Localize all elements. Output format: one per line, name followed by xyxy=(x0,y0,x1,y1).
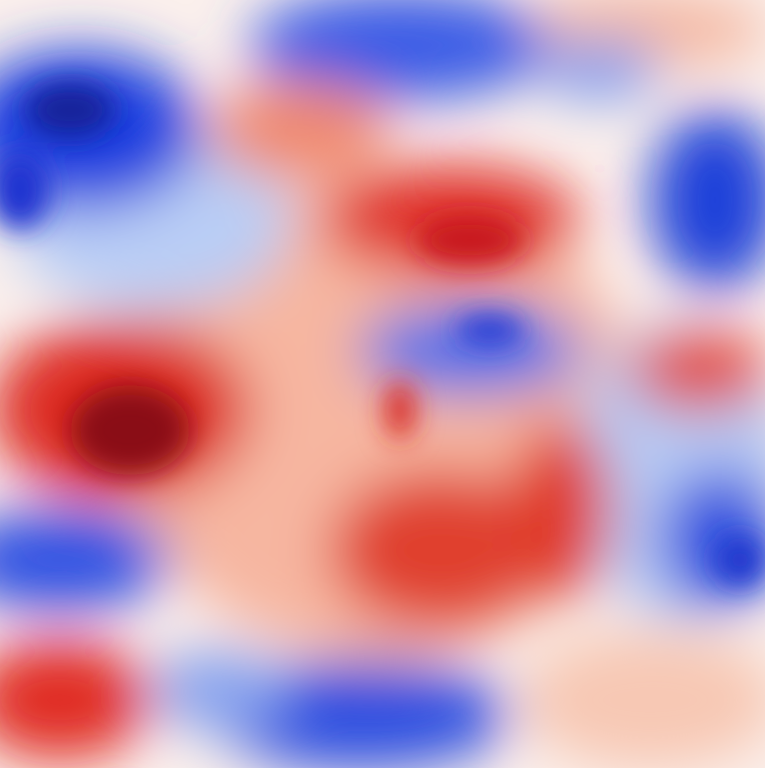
red-region xyxy=(0,640,150,760)
dark-cores xyxy=(0,82,765,585)
red-core xyxy=(415,215,525,265)
red-core xyxy=(385,380,415,440)
dark-red-core xyxy=(70,385,190,475)
warm-region xyxy=(520,630,765,768)
red-region xyxy=(510,420,610,600)
dark-blue-core xyxy=(25,82,115,138)
blue-region xyxy=(650,110,765,290)
blue-core xyxy=(715,535,765,585)
red-region xyxy=(630,330,765,410)
blue-region xyxy=(250,0,550,100)
blue-region xyxy=(150,650,290,730)
dark-blue-core xyxy=(0,150,50,230)
red-region xyxy=(210,80,390,180)
blue-region xyxy=(540,40,660,100)
blue-region xyxy=(360,305,580,395)
red-region xyxy=(330,470,550,630)
blue-core xyxy=(455,315,525,345)
blue-region xyxy=(0,510,170,610)
